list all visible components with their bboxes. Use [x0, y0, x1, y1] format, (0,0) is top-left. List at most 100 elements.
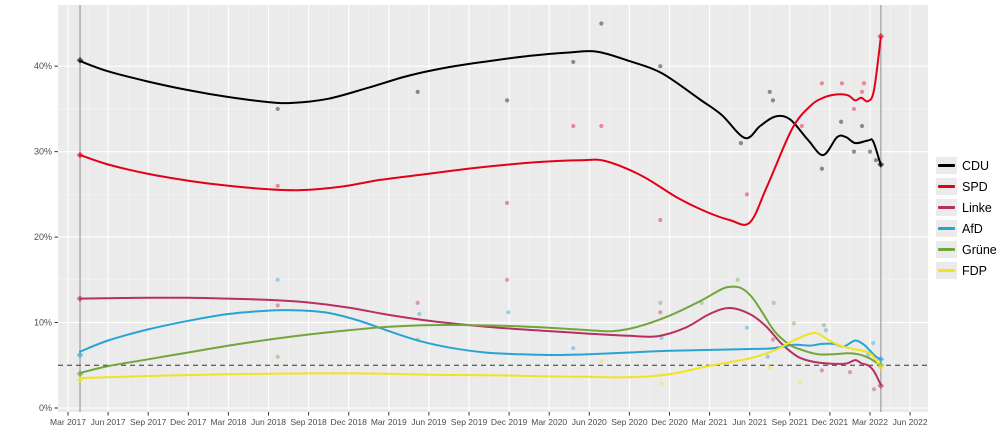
x-tick-label: Jun 2019 — [411, 417, 446, 427]
election-result-diamond-CDU — [877, 161, 885, 168]
y-tick-label: 40% — [34, 61, 52, 71]
legend-line-icon — [938, 206, 955, 209]
election-result-diamond-SPD — [877, 32, 885, 40]
poll-point-FDP — [797, 380, 802, 385]
legend-key-fdp — [936, 262, 957, 279]
election-result-diamond-Linke — [76, 295, 84, 303]
legend-line-icon — [938, 269, 955, 272]
x-tick-label: Jun 2022 — [893, 417, 928, 427]
poll-point-SPD — [799, 123, 804, 129]
legend-item-linke: Linke — [936, 198, 997, 217]
legend-label-cdu: CDU — [962, 158, 990, 173]
poll-point-Linke — [871, 387, 877, 392]
legend-line-icon — [938, 185, 955, 188]
poll-point-CDU — [658, 64, 663, 69]
poll-point-CDU — [839, 119, 844, 124]
poll-point-CDU — [851, 149, 857, 154]
legend-label-spd: SPD — [962, 179, 988, 194]
poll-point-CDU — [504, 98, 510, 103]
poll-point-SPD — [859, 89, 865, 94]
series-line-Linke — [79, 296, 882, 386]
poll-point-Grüne — [821, 323, 826, 328]
poll-point-AfD — [871, 340, 876, 346]
x-tick-label: Jun 2018 — [251, 417, 286, 427]
poll-point-Grüne — [771, 300, 776, 305]
x-tick-label: Jun 2020 — [572, 417, 607, 427]
election-result-diamond-AfD — [76, 351, 84, 359]
x-tick-label: Mar 2019 — [371, 417, 407, 427]
poll-point-Linke — [847, 370, 853, 375]
election-result-diamond-Grüne — [76, 370, 84, 378]
y-tick-label: 30% — [34, 147, 52, 157]
poll-point-SPD — [744, 192, 749, 197]
poll-point-AfD — [275, 277, 280, 282]
poll-point-AfD — [744, 325, 749, 330]
legend-item-fdp: FDP — [936, 261, 997, 280]
x-tick-label: Sep 2018 — [290, 417, 327, 427]
legend-key-linke — [936, 199, 957, 216]
legend-key-cdu — [936, 157, 957, 174]
poll-point-CDU — [767, 89, 772, 94]
poll-point-CDU — [859, 123, 865, 129]
poll-point-FDP — [767, 364, 772, 370]
legend-item-gruene: Grüne — [936, 240, 997, 259]
poll-point-CDU — [738, 141, 743, 146]
x-tick-label: Dec 2020 — [651, 417, 688, 427]
legend-label-fdp: FDP — [962, 263, 987, 278]
poll-point-SPD — [839, 81, 845, 86]
x-tick-label: Dec 2018 — [331, 417, 368, 427]
poll-point-SPD — [599, 123, 604, 129]
y-tick-label: 0% — [39, 403, 52, 413]
series-line-Grüne — [79, 285, 882, 374]
poll-point-CDU — [819, 166, 824, 171]
legend-key-gruene — [936, 241, 957, 258]
poll-point-AfD — [506, 310, 511, 315]
legend-label-linke: Linke — [962, 200, 992, 215]
election-result-diamond-AfD — [877, 355, 885, 363]
x-tick-label: Mar 2020 — [531, 417, 567, 427]
poll-point-Linke — [770, 337, 776, 342]
x-tick-label: Dec 2019 — [491, 417, 528, 427]
x-tick-label: Mar 2017 — [50, 417, 86, 427]
poll-point-AfD — [571, 346, 576, 351]
series-line-SPD — [79, 36, 882, 226]
legend-line-icon — [938, 227, 955, 230]
poll-point-Grüne — [735, 277, 740, 282]
x-tick-label: Sep 2017 — [130, 417, 167, 427]
poll-point-Linke — [275, 303, 280, 308]
legend: CDU SPD Linke AfD Grüne FDP — [936, 156, 997, 280]
legend-label-afd: AfD — [962, 221, 983, 236]
poll-point-SPD — [819, 81, 824, 86]
poll-point-CDU — [415, 89, 420, 94]
legend-item-afd: AfD — [936, 219, 997, 238]
x-tick-label: Sep 2019 — [451, 417, 488, 427]
poll-point-FDP — [599, 358, 604, 364]
x-tick-label: Jun 2021 — [732, 417, 767, 427]
poll-point-SPD — [861, 81, 867, 86]
x-tick-label: Dec 2017 — [170, 417, 207, 427]
poll-point-CDU — [275, 106, 280, 112]
election-result-diamond-FDP — [76, 376, 84, 384]
election-result-diamond-FDP — [877, 363, 885, 371]
poll-point-SPD — [571, 123, 576, 129]
election-result-diamond-CDU — [76, 56, 84, 64]
legend-key-spd — [936, 178, 957, 195]
poll-point-Grüne — [658, 300, 663, 305]
legend-label-gruene: Grüne — [962, 242, 997, 257]
poll-point-SPD — [275, 183, 280, 188]
legend-line-icon — [938, 248, 955, 251]
election-result-diamond-SPD — [76, 151, 84, 159]
x-tick-label: Mar 2018 — [210, 417, 246, 427]
poll-point-CDU — [867, 149, 873, 154]
y-tick-label: 20% — [34, 232, 52, 242]
poll-point-AfD — [765, 354, 770, 359]
poll-point-Linke — [415, 300, 420, 305]
poll-point-CDU — [571, 59, 576, 65]
poll-point-SPD — [851, 106, 857, 112]
y-tick-label: 10% — [34, 318, 52, 328]
x-tick-label: Mar 2022 — [852, 417, 888, 427]
poll-point-CDU — [599, 21, 604, 26]
x-tick-label: Sep 2021 — [772, 417, 809, 427]
poll-point-Linke — [504, 277, 510, 282]
